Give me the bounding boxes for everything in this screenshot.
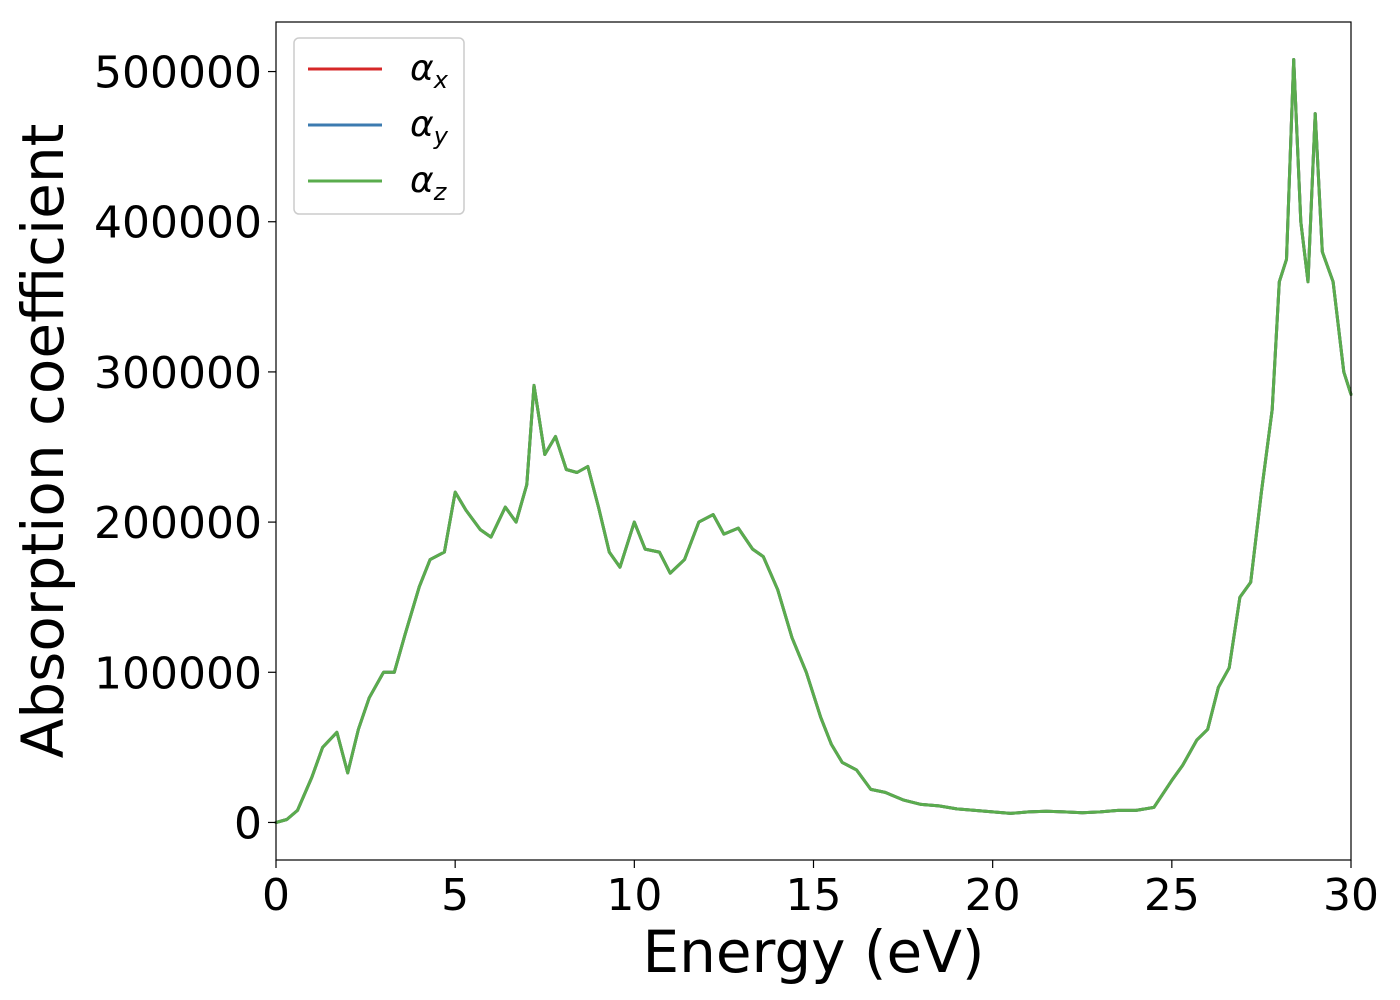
x-tick-label: 0 xyxy=(262,870,290,921)
x-tick-label: 20 xyxy=(965,870,1021,921)
y-tick-label: 0 xyxy=(234,798,262,849)
x-tick-label: 10 xyxy=(606,870,662,921)
y-tick-label: 500000 xyxy=(94,48,262,99)
series-line-z xyxy=(274,58,1353,824)
y-axis: 0 100000 200000 300000 400000 500000 xyxy=(94,48,276,849)
legend-label-x: αx xyxy=(410,48,449,94)
x-tick-label: 25 xyxy=(1144,870,1200,921)
x-axis-title: Energy (eV) xyxy=(642,918,984,986)
x-axis: 0 5 10 15 20 25 30 xyxy=(262,860,1379,921)
y-tick-label: 100000 xyxy=(94,648,262,699)
legend-label-z: αz xyxy=(410,160,448,206)
series-layer xyxy=(274,58,1353,824)
plot-area xyxy=(274,21,1353,861)
x-tick-label: 30 xyxy=(1323,870,1379,921)
y-tick-label: 300000 xyxy=(94,348,262,399)
y-tick-label: 200000 xyxy=(94,498,262,549)
x-tick-label: 15 xyxy=(786,870,842,921)
y-axis-title: Absorption coefficient xyxy=(9,124,77,759)
legend-label-y: αy xyxy=(410,104,449,150)
y-tick-label: 400000 xyxy=(94,198,262,249)
x-tick-label: 5 xyxy=(441,870,469,921)
legend: αx αy αz xyxy=(293,37,465,215)
